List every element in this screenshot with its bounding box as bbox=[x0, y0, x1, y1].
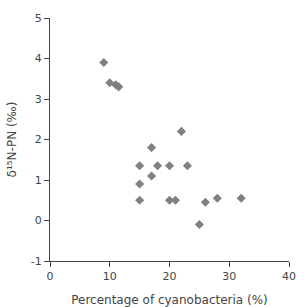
svg-text:30: 30 bbox=[222, 270, 236, 283]
svg-text:-1: -1 bbox=[31, 255, 42, 268]
svg-text:0: 0 bbox=[35, 214, 42, 227]
svg-text:Percentage of cyanobacteria (%: Percentage of cyanobacteria (%) bbox=[71, 293, 268, 307]
svg-text:1: 1 bbox=[35, 174, 42, 187]
svg-text:40: 40 bbox=[282, 270, 296, 283]
svg-text:4: 4 bbox=[35, 52, 42, 65]
svg-text:0: 0 bbox=[47, 270, 54, 283]
svg-text:5: 5 bbox=[35, 12, 42, 25]
svg-text:δ¹⁵N-PN (‰): δ¹⁵N-PN (‰) bbox=[5, 102, 19, 178]
svg-text:10: 10 bbox=[103, 270, 117, 283]
svg-text:2: 2 bbox=[35, 133, 42, 146]
svg-text:3: 3 bbox=[35, 93, 42, 106]
svg-text:20: 20 bbox=[163, 270, 177, 283]
